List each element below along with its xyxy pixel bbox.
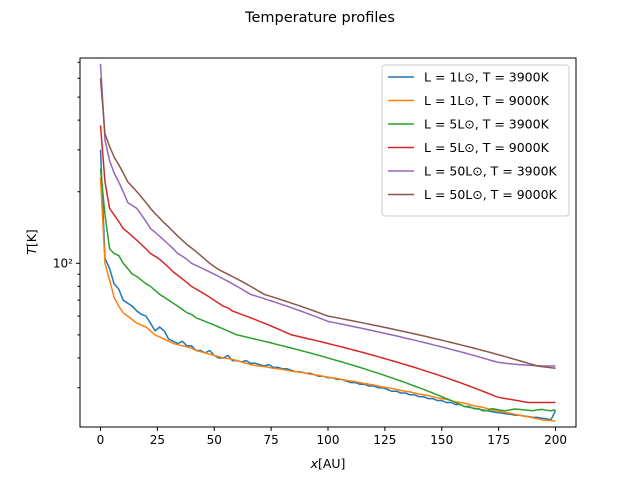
x-tick-label: 75 (263, 433, 278, 447)
legend-label-6: L = 50L⊙, T = 9000K (424, 187, 558, 202)
x-tick-label: 50 (207, 433, 222, 447)
legend-label-2: L = 1L⊙, T = 9000K (424, 93, 550, 108)
legend-label-3: L = 5L⊙, T = 3900K (424, 117, 550, 132)
series-line-5 (99, 63, 556, 367)
x-tick-label: 100 (317, 433, 340, 447)
x-tick-label: 125 (373, 433, 396, 447)
series-line-2 (99, 177, 556, 422)
x-tick-label: 200 (544, 433, 567, 447)
series-line-4 (99, 125, 556, 404)
legend-box (381, 64, 570, 217)
chart-title: Temperature profiles (244, 10, 395, 26)
legend-label-5: L = 50L⊙, T = 3900K (424, 164, 558, 179)
legend-label-1: L = 1L⊙, T = 3900K (424, 70, 550, 85)
series-line-6 (99, 78, 556, 370)
series-layer (99, 63, 557, 422)
x-tick-label: 25 (150, 433, 165, 447)
x-tick-label: 0 (97, 433, 105, 447)
y-tick-label: 10² (53, 256, 73, 270)
x-axis-ticks: 0 25 50 75 100 125 150 175 200 (97, 427, 567, 447)
x-tick-label: 175 (487, 433, 510, 447)
series-line-3 (99, 168, 556, 412)
legend-label-4: L = 5L⊙, T = 9000K (424, 140, 550, 155)
y-axis-ticks: 10² (53, 61, 80, 389)
x-tick-label: 150 (430, 433, 453, 447)
legend: L = 1L⊙, T = 3900K L = 1L⊙, T = 9000K L = … (381, 64, 570, 217)
x-axis-label: x[AU] (310, 456, 346, 471)
y-axis-label: T[K] (24, 229, 39, 255)
